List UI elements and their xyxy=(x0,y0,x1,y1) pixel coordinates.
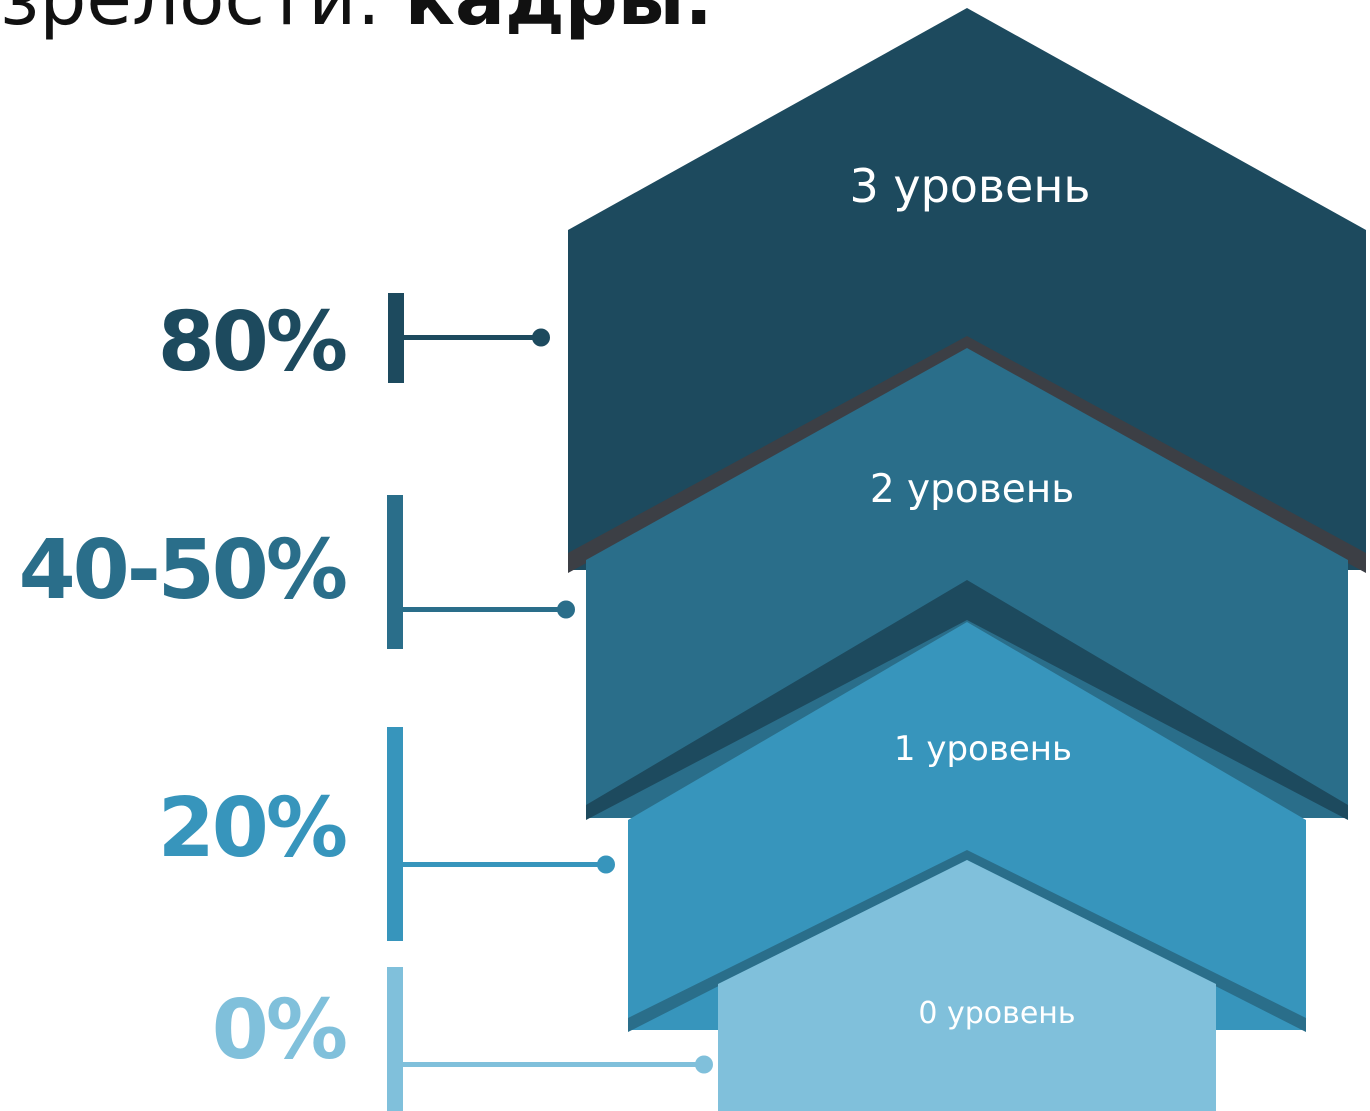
level-1-percent: 20% xyxy=(158,781,346,876)
level-0-marker-dot xyxy=(695,1055,713,1074)
level-3-marker-bar xyxy=(388,293,404,383)
level-3-marker xyxy=(388,293,550,383)
level-3-block xyxy=(568,8,1366,570)
level-0-label: 0 уровень xyxy=(918,996,1075,1031)
level-2-marker-dot xyxy=(557,600,575,619)
level-1-label: 1 уровень xyxy=(894,729,1072,769)
page-title: зрелости: кадры. xyxy=(0,0,713,42)
level-3-marker-dot xyxy=(532,328,550,347)
level-2-percent: 40-50% xyxy=(19,523,346,618)
level-3-label: 3 уровень xyxy=(849,159,1090,213)
title-prefix: зрелости: xyxy=(0,0,381,42)
level-0-marker xyxy=(387,967,713,1111)
level-2-marker-bar xyxy=(387,495,403,649)
level-0-marker-bar xyxy=(387,967,403,1111)
level-1-block xyxy=(628,622,1306,1030)
title-bold: кадры. xyxy=(405,0,713,42)
level-3-percent: 80% xyxy=(158,295,346,390)
level-1-marker xyxy=(387,727,615,941)
level-1-marker-line xyxy=(402,862,606,867)
level-2-label: 2 уровень xyxy=(870,467,1074,512)
level-1-marker-bar xyxy=(387,727,403,941)
level-0-percent: 0% xyxy=(212,983,346,1078)
level-0-block xyxy=(718,860,1216,1111)
level-2-marker xyxy=(387,495,575,649)
level-1-marker-dot xyxy=(597,855,615,874)
level-2-marker-line xyxy=(402,607,566,612)
level-0-marker-line xyxy=(402,1062,704,1067)
level-3-marker-line xyxy=(403,335,541,340)
